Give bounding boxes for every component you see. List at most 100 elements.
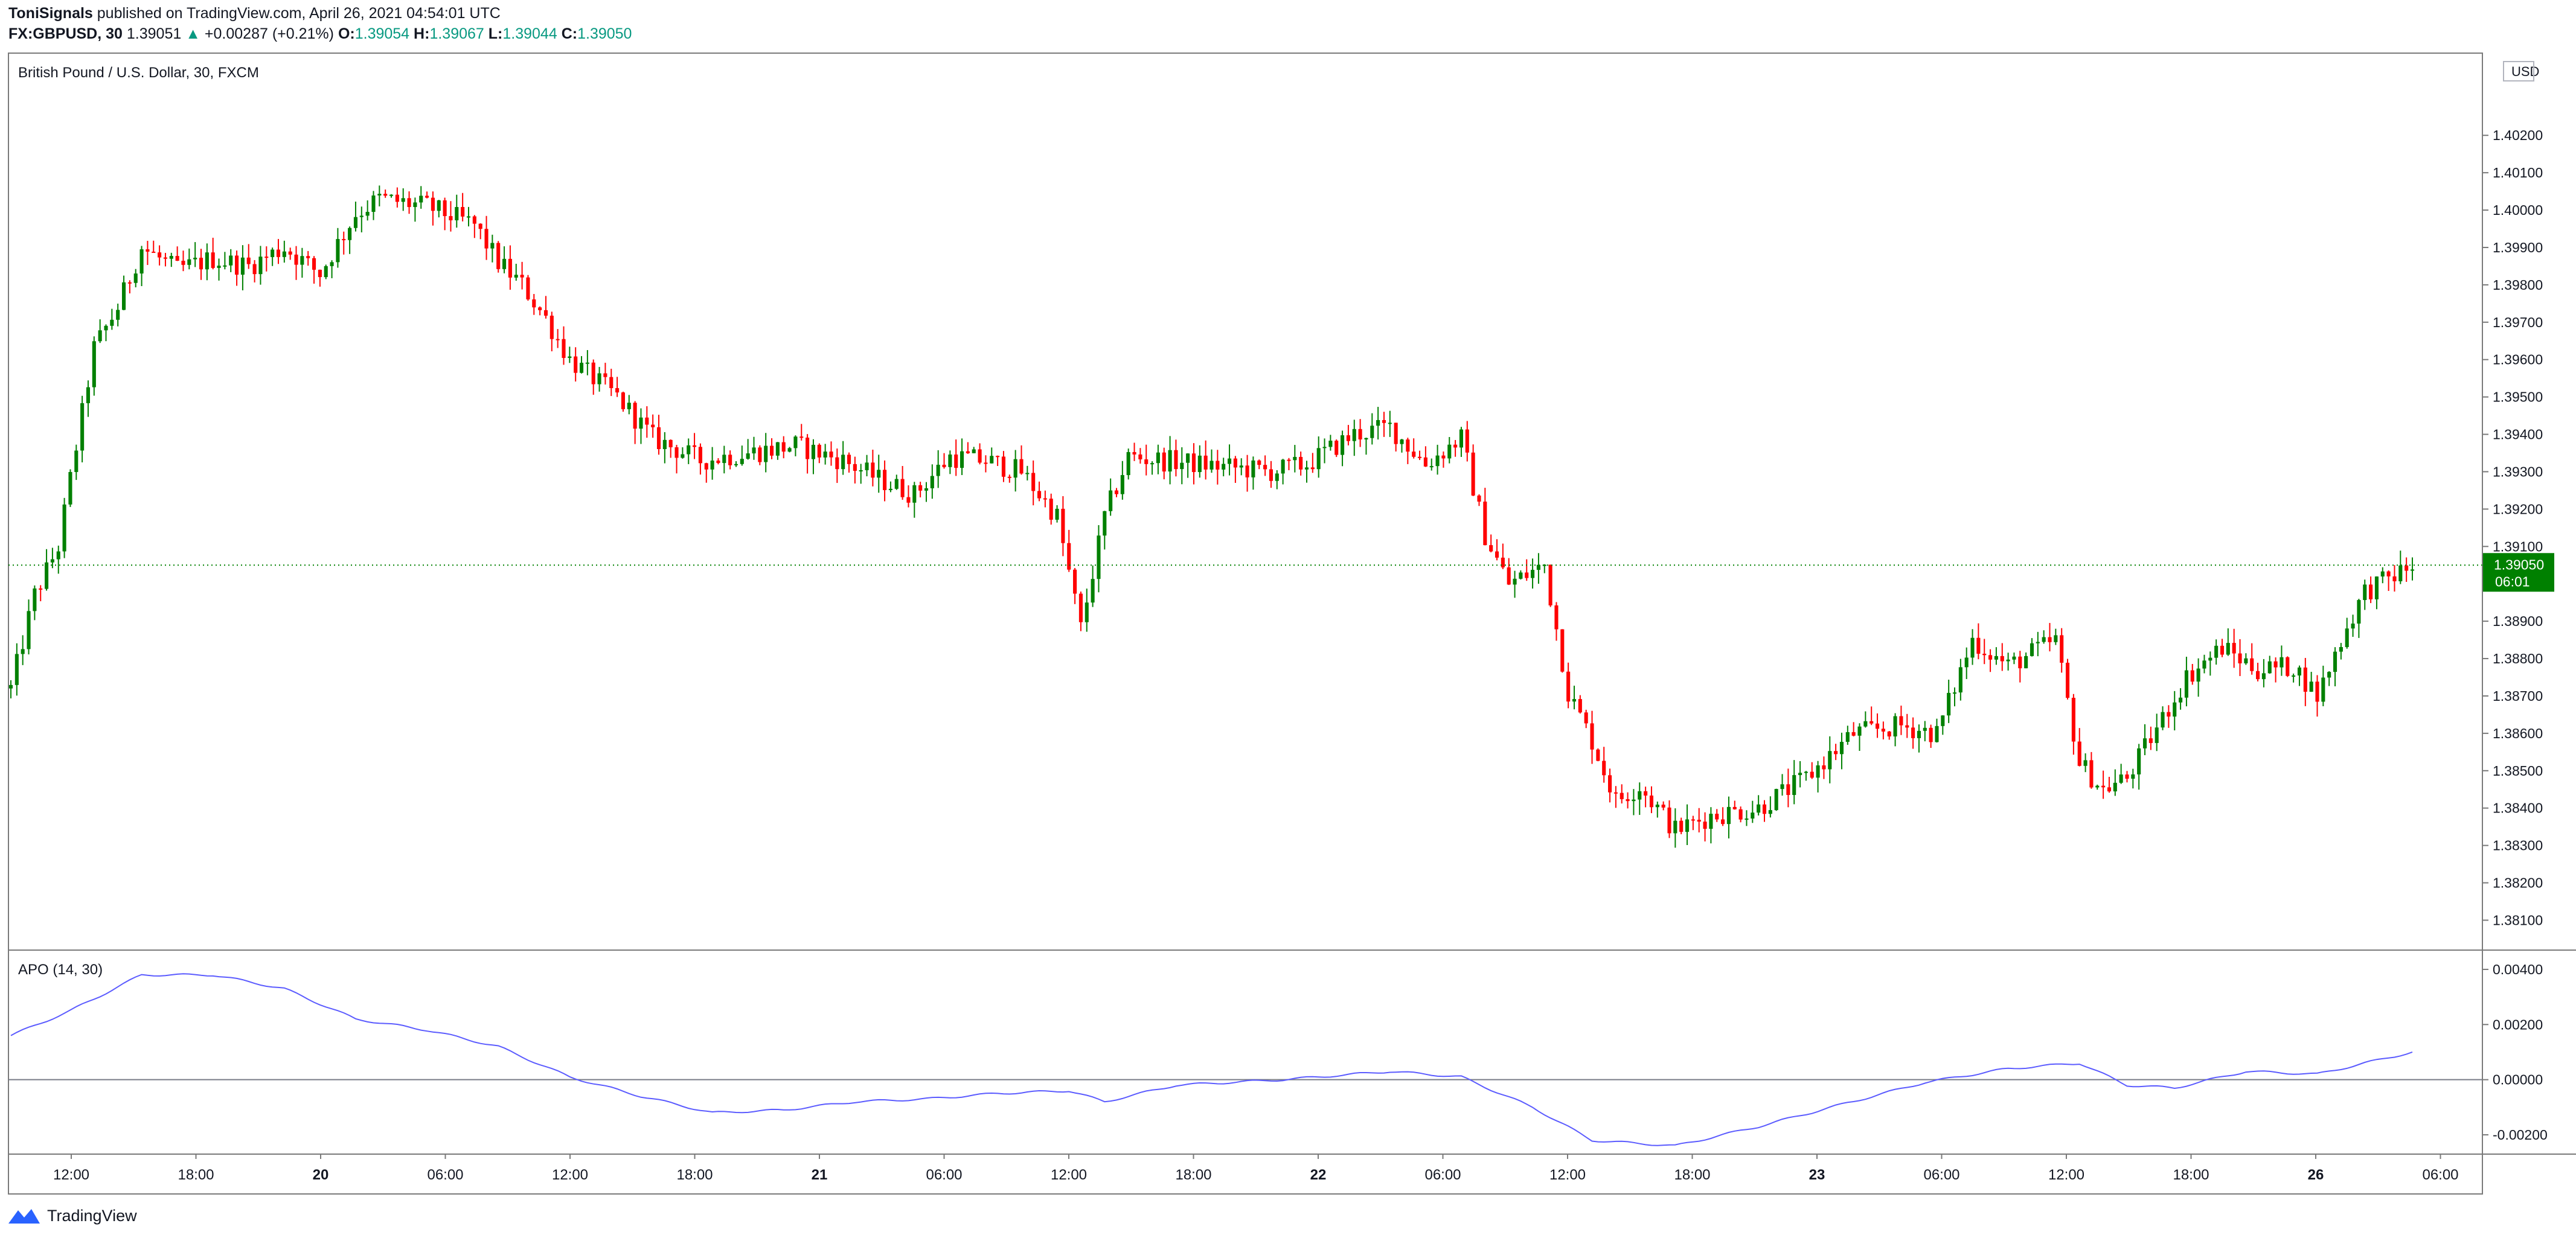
- low-value: 1.39044: [502, 25, 557, 42]
- candle: [1293, 445, 1297, 473]
- candle: [1798, 761, 1802, 788]
- candle: [146, 241, 150, 265]
- candle: [2351, 614, 2355, 637]
- candle: [2327, 671, 2331, 686]
- candle: [365, 200, 370, 221]
- candle: [27, 599, 31, 655]
- candle: [2309, 672, 2313, 692]
- candle: [1341, 430, 1345, 467]
- candle: [2315, 675, 2319, 717]
- high-value: 1.39067: [429, 25, 484, 42]
- candle: [799, 424, 804, 441]
- candle: [1013, 450, 1017, 492]
- apo-tick-label: -0.00200: [2493, 1127, 2548, 1143]
- candle: [984, 455, 988, 473]
- candle: [1715, 809, 1719, 822]
- candle: [1103, 511, 1107, 550]
- change-arrow-icon: ▲: [185, 25, 200, 42]
- candle: [1602, 747, 1606, 783]
- candle: [1156, 444, 1160, 474]
- candle: [193, 242, 197, 267]
- tradingview-logo-icon[interactable]: [7, 1207, 41, 1225]
- candle: [1222, 458, 1226, 477]
- candle: [2244, 653, 2248, 665]
- apo-line: [10, 973, 2413, 1146]
- candle: [1073, 567, 1077, 604]
- candle: [1078, 592, 1083, 631]
- candle: [2267, 656, 2272, 674]
- candle: [211, 237, 215, 270]
- candle: [1465, 421, 1469, 462]
- candle: [543, 296, 548, 319]
- candle: [1929, 724, 1933, 748]
- candle: [627, 395, 631, 415]
- candle: [68, 469, 72, 507]
- candle: [758, 445, 762, 465]
- candle: [1578, 695, 1582, 714]
- candle: [1851, 722, 1856, 736]
- time-tick-label: 23: [1809, 1167, 1825, 1183]
- candle: [478, 223, 482, 240]
- candle: [199, 249, 203, 280]
- candle: [2083, 753, 2087, 773]
- candle: [2125, 771, 2129, 783]
- candle: [324, 264, 328, 279]
- candle: [133, 269, 138, 288]
- candle: [823, 444, 827, 465]
- candle: [1745, 810, 1749, 826]
- footer-brand[interactable]: TradingView: [47, 1206, 137, 1225]
- author-name[interactable]: ToniSignals: [8, 5, 93, 22]
- candle: [163, 252, 167, 267]
- countdown-label: 06:01: [2495, 573, 2530, 589]
- candle: [1109, 478, 1113, 516]
- candle: [894, 474, 899, 490]
- candle: [431, 191, 435, 226]
- price-tick-label: 1.40100: [2493, 165, 2543, 180]
- time-tick-label: 06:00: [1424, 1167, 1461, 1183]
- candle: [633, 401, 637, 444]
- time-tick-label: 06:00: [427, 1167, 463, 1183]
- candle: [264, 246, 269, 272]
- high-label: H:: [414, 25, 430, 42]
- candle: [86, 380, 91, 417]
- candle: [223, 252, 227, 270]
- time-tick-label: 06:00: [926, 1167, 962, 1183]
- time-tick-label: 22: [1310, 1167, 1327, 1183]
- candle: [288, 247, 292, 260]
- candle: [698, 443, 702, 475]
- candle: [930, 464, 934, 499]
- candle: [2345, 618, 2349, 649]
- candle: [1281, 459, 1285, 485]
- candle: [1626, 792, 1630, 809]
- candle: [294, 246, 298, 280]
- candle: [1566, 662, 1571, 709]
- candle: [377, 185, 382, 206]
- candle: [888, 481, 892, 493]
- candle: [728, 450, 732, 470]
- candle: [787, 447, 792, 453]
- candle: [996, 455, 1000, 466]
- candle: [1144, 444, 1149, 476]
- candle: [39, 585, 43, 602]
- time-tick-label: 18:00: [1674, 1167, 1710, 1183]
- candle: [793, 435, 798, 456]
- candle: [1197, 445, 1202, 478]
- candle: [1114, 488, 1119, 497]
- frames: [8, 53, 2576, 1195]
- last-price-tag-box: [2483, 553, 2554, 592]
- candle: [1911, 717, 1915, 749]
- candle: [1673, 808, 1677, 848]
- open-value: 1.39054: [354, 25, 410, 42]
- candle: [2250, 643, 2254, 675]
- candle: [502, 246, 507, 273]
- candle: [1757, 795, 1761, 815]
- apo-tick-label: 0.00400: [2493, 962, 2543, 977]
- candle: [175, 246, 179, 261]
- candle: [829, 441, 833, 466]
- candle: [2095, 784, 2100, 790]
- currency-label: USD: [2511, 64, 2539, 79]
- candle: [1875, 713, 1880, 738]
- candle: [235, 251, 239, 286]
- candle: [2261, 659, 2266, 688]
